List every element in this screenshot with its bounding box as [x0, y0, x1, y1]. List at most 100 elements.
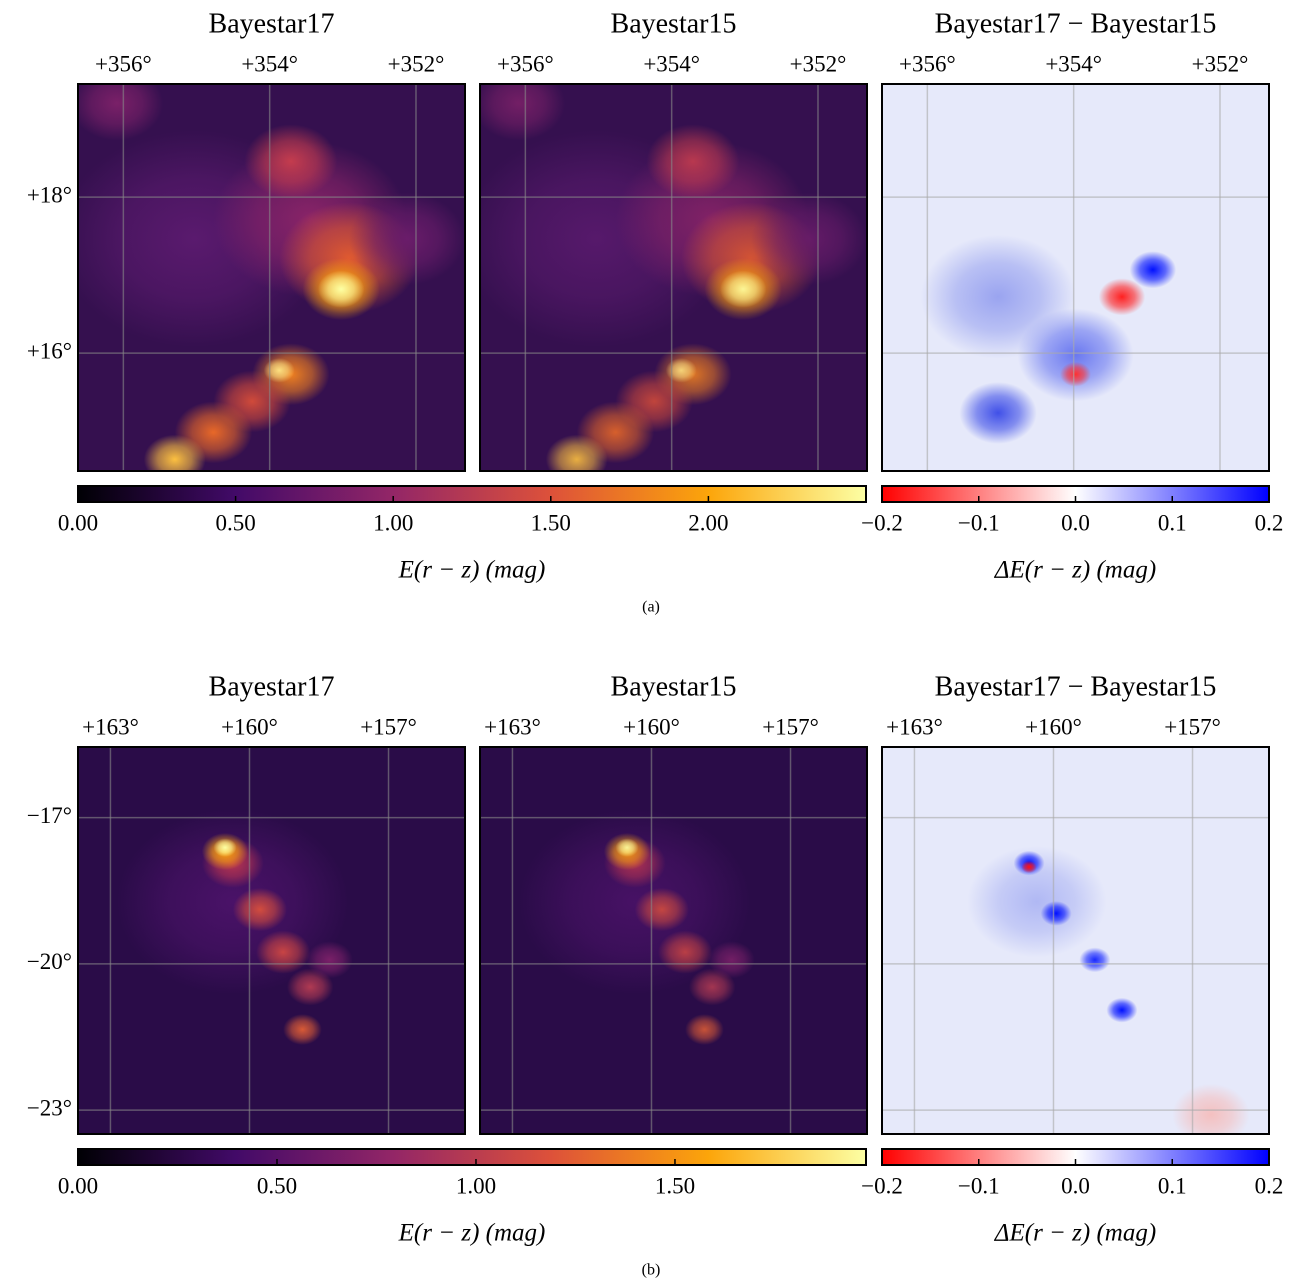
x-tick-label: +356°	[899, 51, 956, 76]
colorbar-tick-label: 0.50	[215, 510, 255, 535]
map-feature	[480, 84, 566, 141]
panel-title: Bayestar17	[209, 8, 335, 39]
panel-frame	[881, 746, 1270, 1135]
x-tick-label: +163°	[484, 714, 541, 739]
map-image	[882, 84, 1269, 471]
map-feature	[646, 124, 740, 199]
map-feature	[750, 192, 867, 286]
colorbar-label: E(r − z) (mag)	[398, 557, 546, 584]
map-feature	[719, 270, 767, 308]
colorbar-label: ΔE(r − z) (mag)	[994, 557, 1156, 584]
y-tick-label: −20°	[27, 949, 72, 974]
map-feature	[545, 434, 608, 471]
y-tick-label: −23°	[27, 1095, 72, 1120]
map-feature	[959, 381, 1037, 444]
x-tick-label: +354°	[1045, 51, 1102, 76]
colorbar-tick-label: 0.2	[1255, 1173, 1284, 1198]
map-feature	[1040, 901, 1072, 926]
map-feature	[688, 968, 736, 1006]
map-feature	[263, 357, 295, 383]
map-feature	[213, 838, 237, 857]
colorbar-tick-label: 0.2	[1255, 510, 1284, 535]
colorbar	[77, 485, 867, 503]
map-feature	[232, 887, 287, 932]
panel-title: Bayestar15	[611, 8, 737, 39]
colorbar-tick-label: 0.50	[257, 1173, 297, 1198]
map-feature	[1129, 251, 1177, 289]
panel-frame	[479, 746, 868, 1135]
y-tick-label: +16°	[27, 338, 72, 363]
map-feature	[685, 1014, 724, 1045]
map-feature	[1060, 361, 1091, 387]
map-feature	[1079, 947, 1111, 973]
colorbar-tick-label: −0.2	[861, 1173, 903, 1198]
colorbar-tick-label: −0.1	[958, 510, 1000, 535]
subfigure-label: (b)	[642, 1262, 661, 1279]
map-feature	[665, 357, 697, 383]
colorbar	[77, 1148, 867, 1166]
colorbar-tick-label: 0.1	[1158, 1173, 1187, 1198]
colorbar-label: ΔE(r − z) (mag)	[994, 1220, 1156, 1247]
x-tick-label: +352°	[1192, 51, 1249, 76]
map-feature	[967, 846, 1107, 958]
colorbar-tick-label: −0.1	[958, 1173, 1000, 1198]
map-feature	[286, 968, 334, 1006]
x-tick-label: +160°	[1025, 714, 1082, 739]
x-tick-label: +157°	[1164, 714, 1221, 739]
map-image	[78, 747, 465, 1134]
x-tick-label: +352°	[790, 51, 847, 76]
colorbar-tick-label: 0.0	[1061, 1173, 1090, 1198]
colorbar-tick-label: −0.2	[861, 510, 903, 535]
map-image	[78, 84, 465, 471]
map-image	[480, 747, 867, 1134]
colorbar-label: E(r − z) (mag)	[398, 1220, 546, 1247]
colorbar-tick-label: 1.50	[655, 1173, 695, 1198]
colorbar-tick-label: 1.00	[373, 510, 413, 535]
map-image	[882, 747, 1269, 1134]
colorbar-tick-label: 1.50	[531, 510, 571, 535]
panel-title: Bayestar17	[209, 671, 335, 702]
map-feature	[1106, 997, 1138, 1023]
map-feature	[244, 124, 338, 199]
map-feature	[317, 270, 365, 308]
panel-frame	[881, 83, 1270, 472]
x-tick-label: +157°	[762, 714, 819, 739]
panel-title: Bayestar17 − Bayestar15	[935, 8, 1217, 39]
map-feature	[615, 838, 639, 857]
x-tick-label: +354°	[643, 51, 700, 76]
map-feature	[634, 887, 689, 932]
colorbar-tick-label: 0.0	[1061, 510, 1090, 535]
panel-frame	[479, 83, 868, 472]
map-feature	[658, 930, 713, 974]
x-tick-label: +163°	[886, 714, 943, 739]
x-tick-label: +356°	[95, 51, 152, 76]
map-feature	[348, 192, 465, 286]
colorbar-tick-label: 2.00	[688, 510, 728, 535]
subfigure-label: (a)	[642, 599, 660, 616]
x-tick-label: +163°	[82, 714, 139, 739]
panel-title: Bayestar15	[611, 671, 737, 702]
panel-frame	[77, 746, 466, 1135]
x-tick-label: +356°	[497, 51, 554, 76]
map-feature	[1172, 1083, 1250, 1134]
map-feature	[283, 1014, 322, 1045]
colorbar-tick-label: 0.00	[58, 1173, 98, 1198]
x-tick-label: +352°	[388, 51, 445, 76]
colorbar-tick-label: 1.00	[456, 1173, 496, 1198]
colorbar-tick-label: 0.00	[58, 510, 98, 535]
x-tick-label: +354°	[241, 51, 298, 76]
map-feature	[78, 84, 164, 141]
y-tick-label: +18°	[27, 182, 72, 207]
panel-title: Bayestar17 − Bayestar15	[935, 671, 1217, 702]
map-feature	[708, 941, 755, 979]
map-feature	[1021, 860, 1037, 874]
colorbar-tick-label: 0.1	[1158, 510, 1187, 535]
x-tick-label: +160°	[623, 714, 680, 739]
map-feature	[256, 930, 311, 974]
x-tick-label: +160°	[221, 714, 278, 739]
panel-frame	[77, 83, 466, 472]
map-feature	[143, 434, 206, 471]
map-feature	[306, 941, 353, 979]
